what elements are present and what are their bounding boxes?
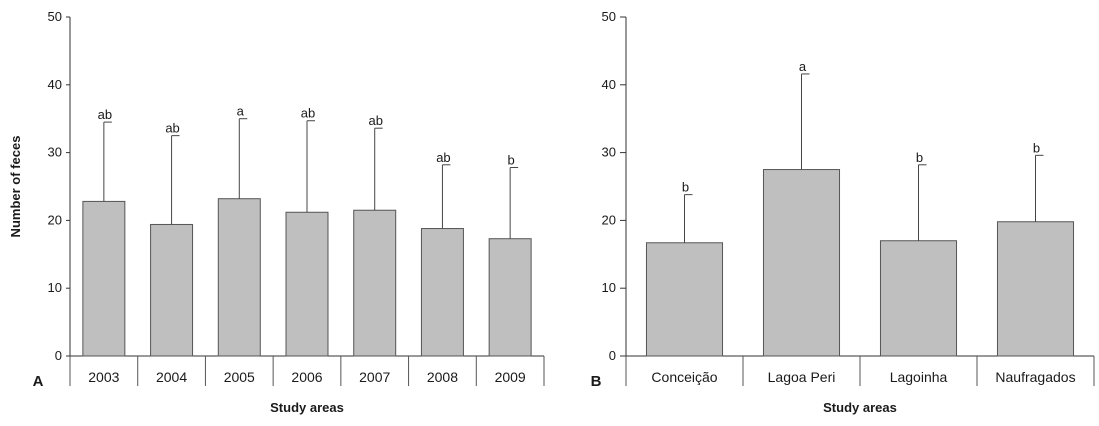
x-tick-label: 2005 xyxy=(224,369,255,385)
x-tick-label: 2006 xyxy=(291,369,322,385)
y-tick-label: 30 xyxy=(48,145,62,160)
x-tick-label: 2003 xyxy=(88,369,119,385)
bar xyxy=(82,200,126,357)
x-tick-label: Conceição xyxy=(651,369,717,385)
significance-label: b xyxy=(1033,140,1040,155)
significance-label: b xyxy=(508,153,515,168)
x-tick-label: 2009 xyxy=(495,369,526,385)
y-tick-label: 50 xyxy=(602,9,616,24)
bar xyxy=(488,238,532,357)
panel-label: B xyxy=(591,373,602,390)
bar xyxy=(996,221,1075,357)
bar xyxy=(353,209,397,357)
significance-label: ab xyxy=(368,113,382,128)
x-tick-label: Naufragados xyxy=(995,369,1075,385)
bar xyxy=(420,228,464,357)
y-tick-label: 40 xyxy=(602,77,616,92)
bar xyxy=(285,211,329,357)
panel-label: A xyxy=(33,373,44,390)
bar xyxy=(217,198,261,357)
x-tick-label: Lagoinha xyxy=(890,369,948,385)
y-tick-label: 20 xyxy=(602,212,616,227)
y-tick-label: 30 xyxy=(602,145,616,160)
x-tick-label: 2007 xyxy=(359,369,390,385)
y-tick-label: 0 xyxy=(55,348,62,363)
significance-label: ab xyxy=(301,106,315,121)
bar xyxy=(645,242,724,357)
bar xyxy=(150,223,194,357)
x-tick-label: 2008 xyxy=(427,369,458,385)
significance-label: a xyxy=(799,59,807,74)
y-tick-label: 0 xyxy=(609,348,616,363)
x-tick-label: Lagoa Peri xyxy=(768,369,836,385)
y-axis-title: Number of feces xyxy=(8,136,23,238)
significance-label: ab xyxy=(98,107,112,122)
x-axis-title: Study areas xyxy=(270,400,344,415)
y-tick-label: 20 xyxy=(48,212,62,227)
significance-label: ab xyxy=(436,150,450,165)
y-tick-label: 10 xyxy=(48,280,62,295)
y-tick-label: 40 xyxy=(48,77,62,92)
y-tick-label: 10 xyxy=(602,280,616,295)
x-tick-label: 2004 xyxy=(156,369,187,385)
y-tick-label: 50 xyxy=(48,9,62,24)
significance-label: b xyxy=(682,180,689,195)
significance-label: b xyxy=(916,150,923,165)
bar xyxy=(762,169,841,357)
bar xyxy=(879,240,958,357)
significance-label: a xyxy=(237,104,245,119)
x-axis-title: Study areas xyxy=(823,400,897,415)
significance-label: ab xyxy=(165,121,179,136)
